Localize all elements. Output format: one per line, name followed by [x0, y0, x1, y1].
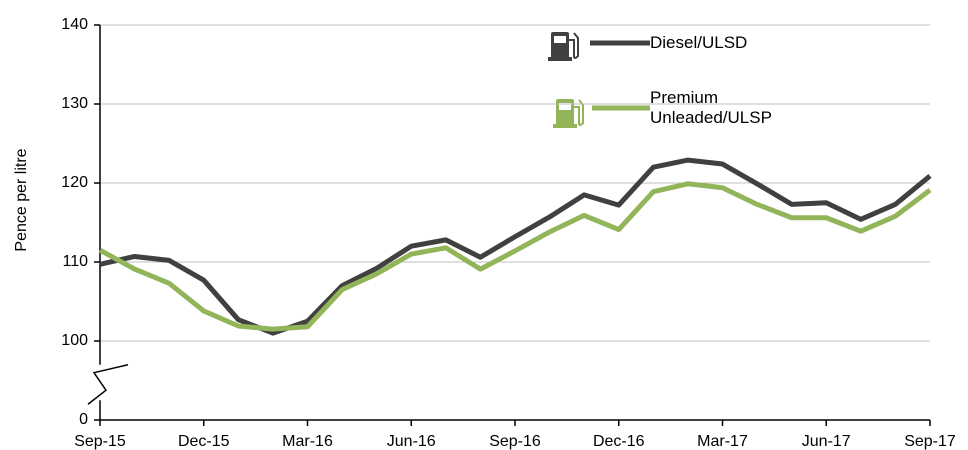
legend-label: Diesel/ULSD [650, 33, 748, 52]
legend-icon-premium [553, 99, 584, 128]
y-tick-label: 130 [61, 95, 88, 112]
x-tick-label: Jun-16 [387, 433, 436, 450]
x-tick-label: Sep-16 [489, 433, 541, 450]
y-tick-label: 100 [61, 332, 88, 349]
x-tick-label: Jun-17 [802, 433, 851, 450]
x-tick-label: Sep-15 [74, 433, 126, 450]
y-tick-label: 140 [61, 16, 88, 33]
x-tick-label: Dec-15 [178, 433, 230, 450]
x-tick-label: Mar-16 [282, 433, 333, 450]
series-line [98, 181, 932, 332]
x-tick-label: Dec-16 [593, 433, 645, 450]
y-tick-label: 0 [79, 411, 88, 428]
axis-break [87, 363, 129, 405]
series-line [99, 157, 932, 336]
legend-label: Premium Unleaded/ULSP [650, 88, 772, 127]
y-tick-label: 120 [61, 174, 88, 191]
x-tick-label: Mar-17 [697, 433, 748, 450]
x-tick-label: Sep-17 [904, 433, 956, 450]
legend-icon-diesel [548, 32, 579, 61]
y-axis-label: Pence per litre [13, 148, 30, 251]
y-tick-label: 110 [62, 253, 88, 270]
